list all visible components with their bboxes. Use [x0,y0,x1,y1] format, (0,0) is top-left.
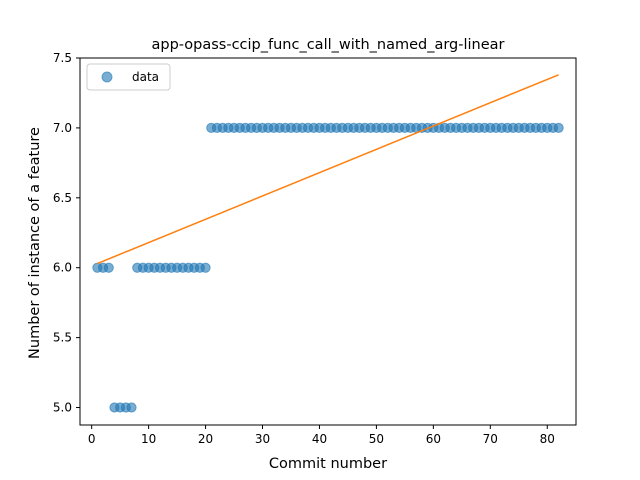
y-tick-label: 7.5 [53,51,72,65]
x-tick-label: 40 [312,432,327,446]
x-tick-label: 0 [88,432,96,446]
axes: 0 10 20 30 40 50 60 70 80 5.0 5.5 6.0 6.5 7.0 7.5 [53,51,577,446]
x-tick-label: 50 [369,432,384,446]
x-tick-label: 20 [198,432,213,446]
y-tick-label: 5.0 [53,401,72,415]
y-tick-label: 6.5 [53,191,72,205]
data-point [553,122,564,134]
legend: data [86,63,171,91]
chart-title: app-opass-ccip_func_call_with_named_arg-… [151,37,504,53]
y-tick-label: 7.0 [53,121,72,135]
y-tick-label: 5.5 [53,331,72,345]
x-axis-label: Commit number [269,456,387,472]
legend-marker-data [101,71,113,83]
data-point [126,402,137,413]
data-point [200,262,211,273]
data-point [103,262,114,273]
x-tick-label: 70 [483,432,498,446]
x-tick-label: 60 [426,432,441,446]
plot-area [92,74,564,413]
legend-label-data: data [132,70,159,84]
axes-frame [79,57,577,426]
legend-frame [86,63,171,91]
x-tick-label: 80 [540,432,555,446]
trend-line [97,74,559,265]
x-tick-label: 10 [141,432,156,446]
y-axis-label: Number of instance of a feature [27,127,43,359]
y-tick-label: 6.0 [53,261,72,275]
x-tick-label: 30 [255,432,270,446]
